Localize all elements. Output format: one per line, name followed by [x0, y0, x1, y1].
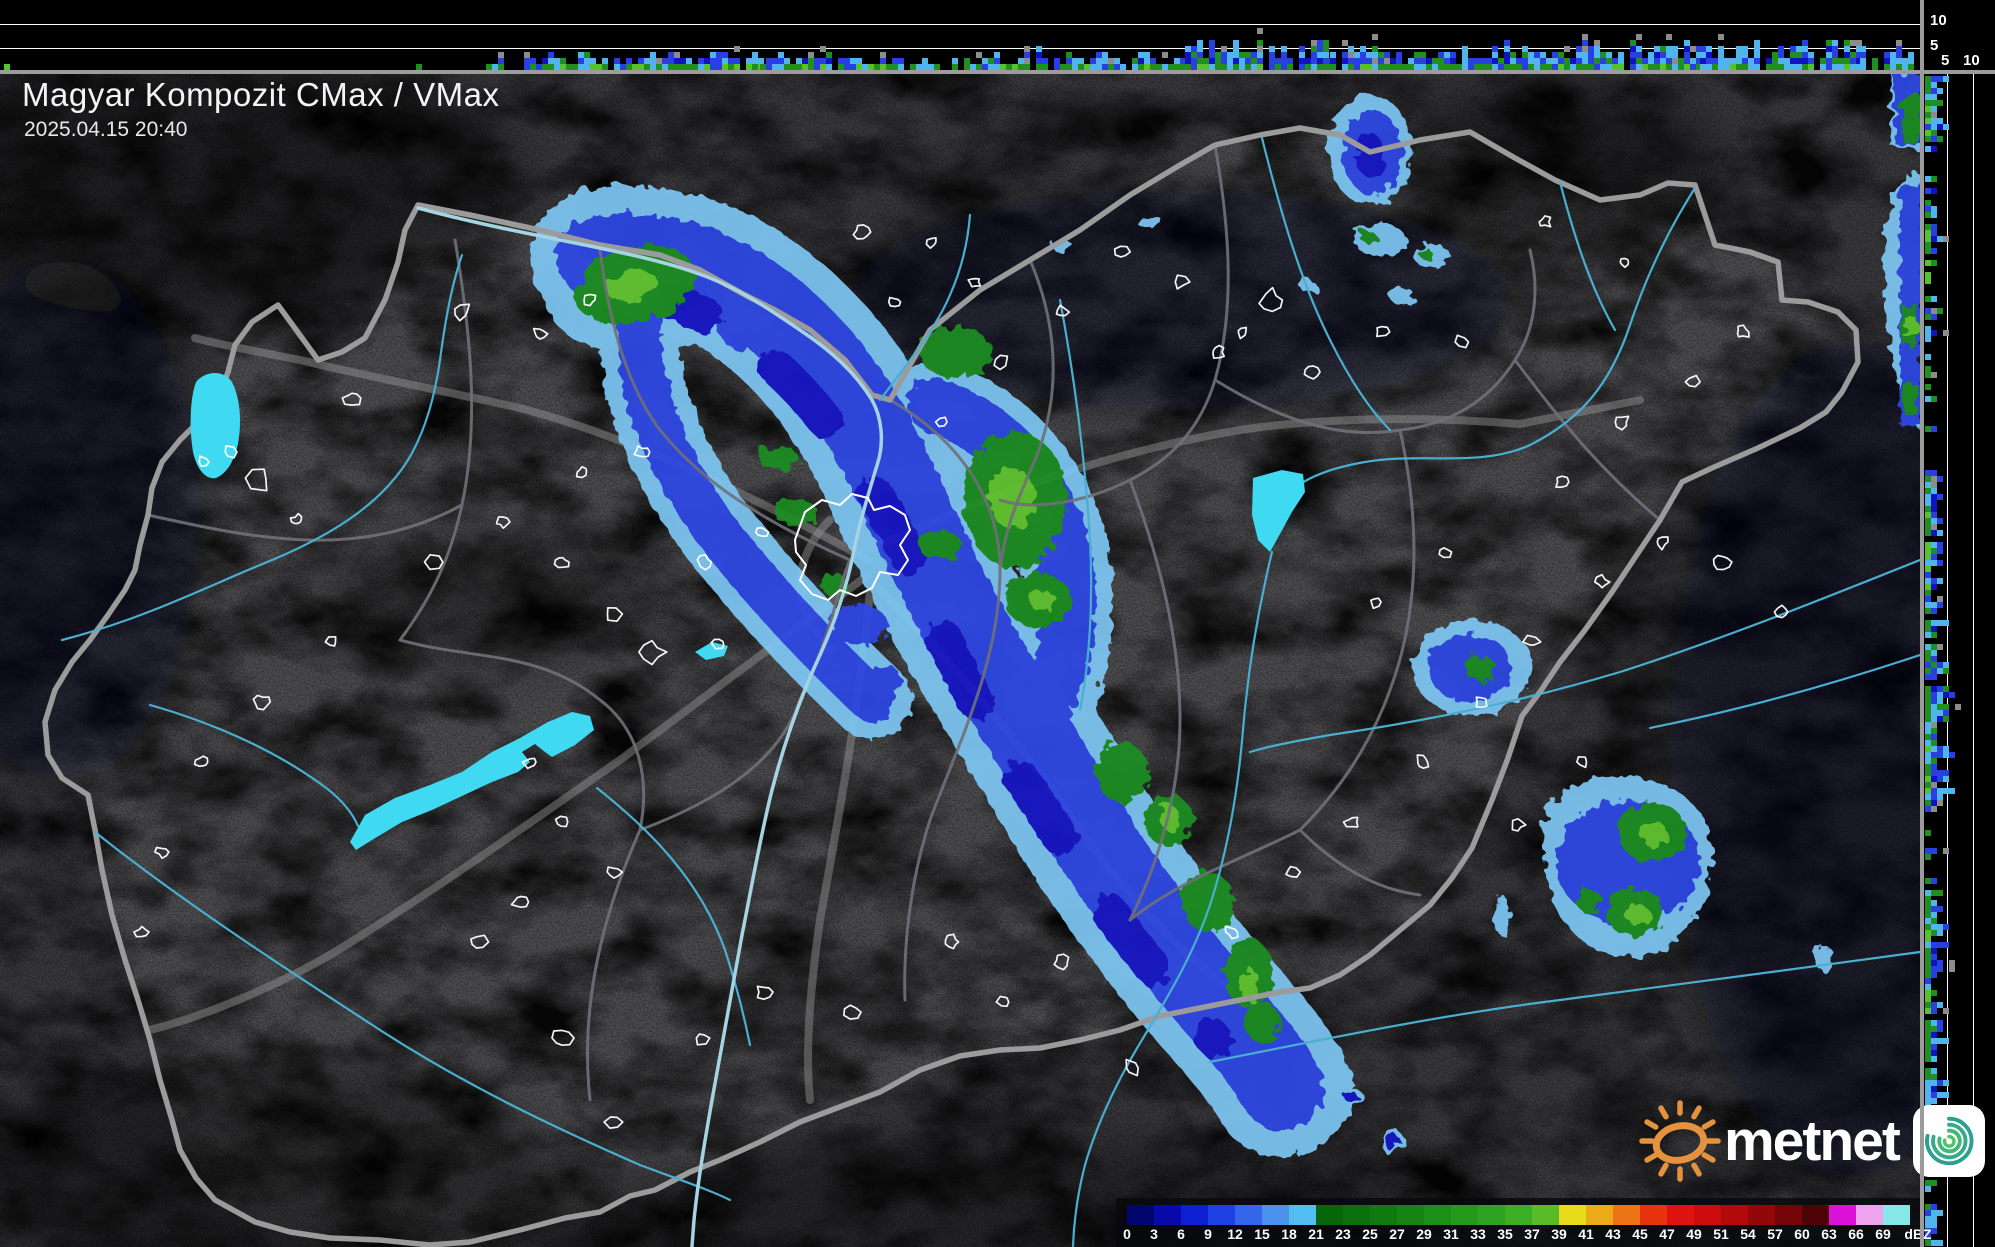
right-cross-section-strip — [1924, 0, 1995, 1247]
colorbar-cell — [1397, 1205, 1424, 1225]
radar-echo-layer — [530, 74, 1922, 1158]
colorbar-tick-label: 66 — [1848, 1226, 1864, 1242]
top-axis-label-10km: 10 — [1930, 12, 1947, 29]
town-outlines — [133, 215, 1789, 1129]
right-strip-gridline-5km — [1947, 74, 1948, 1247]
colorbar-tick-label: 37 — [1524, 1226, 1540, 1242]
right-axis-label-10km: 10 — [1963, 52, 1980, 69]
colorbar-cell — [1262, 1205, 1289, 1225]
colorbar-tick-label: 45 — [1632, 1226, 1648, 1242]
colorbar-tick-label: 57 — [1767, 1226, 1783, 1242]
river-lines — [60, 136, 1922, 1247]
colorbar-tick-label: 9 — [1204, 1226, 1212, 1242]
top-strip-gridline-5km — [0, 48, 1921, 49]
colorbar-tick-label: 43 — [1605, 1226, 1621, 1242]
colorbar-tick-label: 15 — [1254, 1226, 1270, 1242]
colorbar-tick-label: 6 — [1177, 1226, 1185, 1242]
colorbar-tick-label: 54 — [1740, 1226, 1756, 1242]
colorbar-tick-label: 33 — [1470, 1226, 1486, 1242]
colorbar-cell — [1694, 1205, 1721, 1225]
lake-balaton — [350, 712, 594, 850]
colorbar-tick-label: 49 — [1686, 1226, 1702, 1242]
lake-ferto — [190, 373, 240, 479]
colorbar-cell — [1856, 1205, 1883, 1225]
colorbar-tick-label: 18 — [1281, 1226, 1297, 1242]
horizontal-separator — [0, 70, 1995, 74]
colorbar-cell — [1775, 1205, 1802, 1225]
colorbar-cell — [1667, 1205, 1694, 1225]
colorbar-cell — [1289, 1205, 1316, 1225]
colorbar-cells — [1127, 1205, 1910, 1225]
colorbar-tick-label: 47 — [1659, 1226, 1675, 1242]
lake-velencei — [695, 642, 728, 660]
colorbar-cell — [1451, 1205, 1478, 1225]
colorbar-cell — [1370, 1205, 1397, 1225]
danube-river — [416, 206, 884, 1247]
colorbar-tick-label: 39 — [1551, 1226, 1567, 1242]
top-cross-section-strip — [0, 0, 1921, 70]
colorbar-cell — [1181, 1205, 1208, 1225]
colorbar-cell — [1613, 1205, 1640, 1225]
metnet-logo[interactable]: metnet — [1638, 1098, 1985, 1184]
lakes — [190, 373, 1305, 850]
sun-icon — [1639, 1100, 1721, 1182]
budapest-outline — [794, 493, 911, 601]
colorbar-cell — [1343, 1205, 1370, 1225]
colorbar-cell — [1586, 1205, 1613, 1225]
colorbar-tick-label: 3 — [1150, 1226, 1158, 1242]
top-axis-label-5km: 5 — [1930, 37, 1939, 54]
map-timestamp: 2025.04.15 20:40 — [24, 118, 188, 141]
right-axis-label-5km: 5 — [1941, 52, 1950, 69]
colorbar-cell — [1559, 1205, 1586, 1225]
colorbar-cell — [1478, 1205, 1505, 1225]
colorbar-tick-label: 21 — [1308, 1226, 1324, 1242]
colorbar-tick-label: 60 — [1794, 1226, 1810, 1242]
colorbar-cell — [1721, 1205, 1748, 1225]
colorbar-tick-label: 25 — [1362, 1226, 1378, 1242]
colorbar-tick-label: 27 — [1389, 1226, 1405, 1242]
right-profile-echoes — [1925, 76, 1961, 1246]
colorbar-labels: 0 3 6 9 12 15 18 21 23 25 27 29 31 33 35 37 39 41 43 45 47 49… — [1123, 1226, 1932, 1244]
colorbar-tick-label: 12 — [1227, 1226, 1243, 1242]
colorbar-tick-label: 29 — [1416, 1226, 1432, 1242]
top-strip-gridline-10km — [0, 24, 1921, 25]
lake-tisza — [1252, 470, 1305, 552]
colorbar-tick-label: 31 — [1443, 1226, 1459, 1242]
colorbar-unit-label: dBZ — [1904, 1226, 1932, 1242]
right-strip-gridline-10km — [1973, 74, 1974, 1247]
spiral-icon — [1924, 1116, 1974, 1166]
colorbar-cell — [1883, 1205, 1910, 1225]
colorbar-cell — [1316, 1205, 1343, 1225]
colorbar-cell — [1640, 1205, 1667, 1225]
colorbar-cell — [1154, 1205, 1181, 1225]
colorbar-tick-label: 63 — [1821, 1226, 1837, 1242]
colorbar-cell — [1829, 1205, 1856, 1225]
colorbar-cell — [1505, 1205, 1532, 1225]
colorbar-cell — [1127, 1205, 1154, 1225]
colorbar-cell — [1532, 1205, 1559, 1225]
colorbar-tick-label: 0 — [1123, 1226, 1131, 1242]
colorbar-cell — [1208, 1205, 1235, 1225]
colorbar-tick-label: 23 — [1335, 1226, 1351, 1242]
colorbar-cell — [1748, 1205, 1775, 1225]
colorbar-cell — [1424, 1205, 1451, 1225]
logo-brand-text: metnet — [1724, 1109, 1901, 1173]
colorbar-cell — [1235, 1205, 1262, 1225]
vertical-separator — [1920, 0, 1924, 1247]
colorbar-tick-label: 51 — [1713, 1226, 1729, 1242]
colorbar-tick-label: 69 — [1875, 1226, 1891, 1242]
dbz-colorbar: 0 3 6 9 12 15 18 21 23 25 27 29 31 33 35 37 39 41 43 45 47 49… — [1116, 1198, 1932, 1247]
map-title: Magyar Kompozit CMax / VMax — [22, 76, 500, 113]
radar-map — [0, 74, 1922, 1247]
colorbar-tick-label: 35 — [1497, 1226, 1513, 1242]
metnet-app-icon — [1912, 1105, 1985, 1177]
colorbar-tick-label: 41 — [1578, 1226, 1594, 1242]
top-profile-echoes — [4, 28, 1914, 70]
colorbar-cell — [1802, 1205, 1829, 1225]
